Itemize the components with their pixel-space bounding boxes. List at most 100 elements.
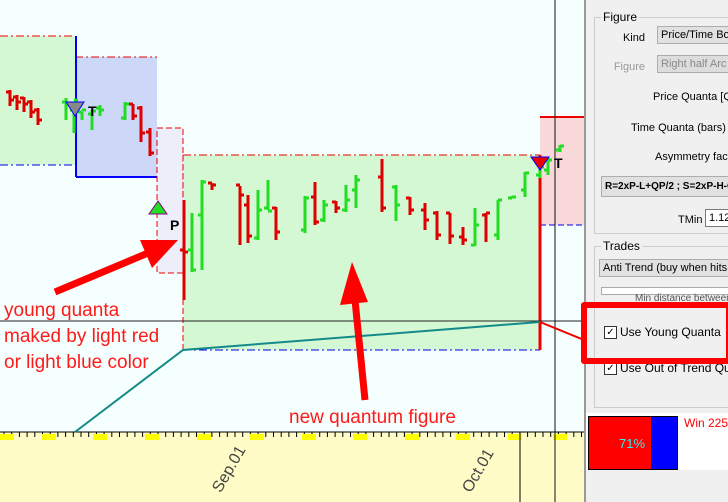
axis-marker (508, 434, 522, 440)
price-quanta-label: Price Quanta [QP] (653, 91, 728, 103)
price-bars (6, 90, 564, 300)
triangle-down-icon (65, 101, 85, 117)
down-bar (146, 128, 154, 156)
annotation-line: young quanta (4, 300, 120, 321)
arrow-head-icon (140, 240, 178, 268)
up-bar (301, 196, 309, 233)
axis-ticks (0, 432, 582, 440)
trend-line-red (539, 321, 584, 341)
figure-select: Right half Arc (657, 55, 728, 73)
up-bar (121, 102, 129, 120)
asymmetry-label: Asymmetry factor (655, 151, 728, 163)
down-bar (27, 100, 35, 118)
down-bar (332, 200, 340, 213)
new-quantum-figure (183, 155, 540, 350)
annotation-arrow (53, 244, 162, 296)
win-ratio-bar: 71% (588, 416, 678, 470)
group-title: Figure (601, 10, 640, 24)
up-bar (494, 198, 502, 240)
use-out-of-trend-checkbox[interactable]: ✓Use Out of Trend Quanta (604, 361, 728, 375)
min-distance-slider[interactable] (601, 287, 728, 295)
annotation-young-quanta: young quanta maked by light red or light… (4, 298, 159, 376)
win-percent: 71% (619, 436, 646, 451)
down-bar (446, 211, 454, 244)
trades-group: Trades Anti Trend (buy when hits low) Mi… (594, 239, 728, 408)
axis-marker (353, 434, 367, 440)
price-chart[interactable]: T P T (0, 0, 584, 502)
up-bar (320, 200, 328, 222)
up-bar (264, 180, 272, 213)
figure-group: Figure Kind Price/Time Box Figure Right … (594, 10, 728, 234)
down-bar (236, 183, 244, 245)
down-bar (244, 195, 252, 243)
up-bar (556, 144, 564, 152)
up-bar (392, 185, 400, 221)
up-bar (544, 158, 552, 175)
time-quanta-label: Time Quanta (bars) [QT] (631, 122, 728, 134)
marker-t: T (88, 103, 97, 119)
down-bar (34, 108, 42, 125)
down-bar (378, 159, 386, 212)
kind-label: Kind (622, 32, 645, 44)
win-fill (589, 417, 652, 469)
up-bar (188, 213, 196, 272)
axis-marker (456, 434, 470, 440)
down-bar (482, 211, 490, 242)
use-young-quanta-checkbox[interactable]: ✓ Use Young Quanta (604, 325, 721, 339)
marker-t: T (554, 155, 563, 171)
time-axis (0, 432, 584, 502)
annotation-arrow (351, 299, 369, 401)
annotation-line: maked by light red (4, 326, 160, 347)
up-bar (88, 109, 96, 130)
formula-button[interactable]: R=2xP-L+QP/2 ; S=2xP-H-QP/2 (601, 176, 728, 197)
up-bar (96, 105, 104, 116)
up-bar (471, 208, 479, 247)
down-bar (20, 96, 28, 112)
down-bar (459, 227, 467, 245)
checkbox-label: Use Out of Trend Quanta (620, 361, 728, 375)
axis-marker (145, 434, 159, 440)
up-bar (342, 185, 350, 212)
down-bar (208, 181, 216, 190)
trade-mode-select[interactable]: Anti Trend (buy when hits low) (599, 259, 728, 277)
down-bar (421, 203, 429, 230)
axis-marker (302, 434, 316, 440)
figure-label: Figure (613, 61, 645, 73)
axis-marker (42, 434, 56, 440)
axis-marker (0, 434, 14, 440)
kind-select[interactable]: Price/Time Box (657, 26, 728, 44)
trend-line (74, 321, 541, 433)
group-title: Trades (601, 239, 642, 253)
win-count: Win 225 (684, 416, 728, 430)
axis-marker (93, 434, 107, 440)
axis-marker (250, 434, 264, 440)
triangle-up-icon (148, 200, 168, 215)
checkbox-label: Use Young Quanta (620, 325, 721, 339)
down-bar (272, 206, 280, 240)
up-bar (78, 108, 86, 120)
min-distance-label: Min distance between (635, 293, 728, 304)
down-bar (137, 106, 145, 142)
young-quantum-blue (75, 57, 157, 177)
arrow-head-icon (340, 262, 368, 305)
axis-marker (197, 434, 211, 440)
down-bar (406, 196, 414, 215)
down-bar (13, 95, 21, 110)
up-bar (508, 195, 516, 200)
stats-area: 71% Win 225 (586, 413, 728, 470)
axis-marker (553, 434, 567, 440)
check-icon: ✓ (604, 325, 617, 339)
highlight-box (581, 302, 728, 364)
down-bar (180, 200, 188, 300)
triangle-down-icon (530, 156, 550, 171)
check-icon: ✓ (604, 361, 617, 375)
up-bar (521, 171, 529, 197)
annotation-new-quantum: new quantum figure (289, 407, 456, 428)
axis-marker (405, 434, 419, 440)
tmin-label: TMin (678, 214, 703, 226)
down-bar (129, 102, 137, 120)
down-bar (311, 182, 319, 225)
up-bar (198, 180, 206, 270)
tmin-input[interactable]: 1.12 (705, 209, 728, 227)
marker-p: P (170, 217, 179, 233)
